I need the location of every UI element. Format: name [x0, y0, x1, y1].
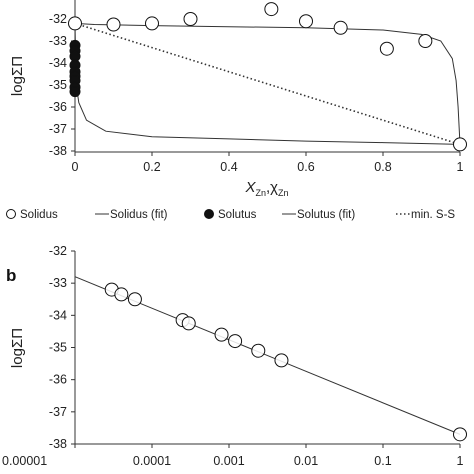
panel-a: -32 -33 -34 -35 -36 -37 -38 0 0.2 0.4 0.6 0.8 1 logΣ…	[9, 0, 467, 198]
panel-b-points	[104, 282, 467, 442]
panel-b-point	[114, 287, 129, 302]
legend-label: Solutus	[218, 209, 257, 221]
panel-a-point-solidus	[264, 2, 279, 17]
legend-label: Solidus	[20, 209, 58, 221]
panel-b-y-tick-label: -35	[49, 341, 67, 355]
panel-b-y-tick-label: -36	[49, 373, 67, 387]
legend-marker	[204, 209, 214, 219]
panel-b-x-tick-label: 0.00001	[2, 454, 47, 468]
panel-a-y-tick-label: -38	[49, 144, 67, 158]
legend-label: min. S-S	[411, 209, 455, 221]
panel-b-point	[274, 353, 289, 368]
panel-b-y-tick-label: -33	[49, 276, 67, 290]
x-label-mid: ,χ	[266, 179, 278, 196]
panel-b-x-tick-label: 0.1	[374, 454, 391, 468]
panel-a-point-solidus	[418, 34, 433, 48]
panel-a-line-min-s-s	[74, 22, 461, 146]
panel-b-x-tick-label: 1	[457, 454, 464, 468]
panel-a-fit-lines	[74, 22, 461, 146]
panel-a-point-solutus	[69, 86, 81, 98]
legend-label: Solidus (fit)	[110, 209, 168, 221]
panel-b-letter: b	[6, 266, 16, 285]
panel-b-y-tick-label: -32	[49, 244, 67, 258]
x-label-x: X	[244, 179, 256, 196]
panel-a-point-solidus	[453, 137, 467, 152]
panel-a-x-tick-label: 0	[72, 160, 79, 174]
panel-a-x-tick-label: 0.2	[143, 160, 160, 174]
panel-a-y-tick-label: -36	[49, 100, 67, 114]
panel-b-y-tick-label: -37	[49, 405, 67, 419]
panel-a-y-tick-label: -34	[49, 56, 67, 70]
panel-a-point-solidus	[333, 20, 348, 35]
panel-b-point	[251, 343, 266, 358]
panel-a-x-tick-label: 0.4	[220, 160, 237, 174]
panel-b-x-tick-label: 0.001	[213, 454, 244, 468]
panel-b-ticks: -32 -33 -34 -35 -36 -37 -380.00001 0.0001 0.001 0…	[2, 244, 464, 468]
panel-a-point-solidus	[379, 41, 394, 56]
panel-b-point	[228, 334, 243, 349]
panel-a-point-solidus	[145, 16, 159, 31]
panel-a-x-tick-label: 0.8	[374, 160, 391, 174]
panel-a-y-label: logΣΠ	[9, 56, 26, 96]
legend-label: Solutus (fit)	[297, 209, 355, 221]
panel-b: b -32 -33 -34 -35 -36 -37 -380.00001 0.0001 0.00…	[2, 244, 467, 468]
panel-a-point-solidus	[299, 14, 313, 29]
panel-a-x-tick-label: 1	[457, 160, 464, 174]
panel-b-y-tick-label: -38	[49, 437, 67, 451]
panel-a-y-tick-label: -32	[49, 12, 67, 26]
panel-a-point-solidus	[106, 17, 121, 32]
panel-b-x-tick-label: 0.0001	[133, 454, 171, 468]
panel-a-ticks: -32 -33 -34 -35 -36 -37 -38 0 0.2 0.4 0.6 0.8 1	[49, 12, 464, 174]
x-label-sub2: Zn	[278, 188, 289, 198]
legend: Solidus Solidus (fit) Solutus Solutus (fit)…	[6, 209, 455, 221]
panel-b-point	[181, 316, 196, 331]
x-label-sub1: Zn	[255, 188, 266, 198]
panel-b-point	[214, 327, 229, 342]
legend-marker	[6, 209, 16, 219]
panel-a-x-label: XZn,χZn	[244, 179, 288, 198]
panel-b-point	[127, 292, 142, 307]
panel-b-y-tick-label: -34	[49, 308, 67, 322]
panel-a-line-solidus-fit-	[74, 22, 461, 145]
panel-b-y-label: logΣΠ	[9, 328, 26, 368]
panel-a-x-tick-label: 0.6	[297, 160, 314, 174]
panel-b-x-tick-label: 0.01	[294, 454, 318, 468]
panel-a-points	[68, 2, 467, 152]
panel-a-y-tick-label: -35	[49, 78, 67, 92]
panel-a-y-tick-label: -33	[49, 34, 67, 48]
panel-a-point-solidus	[68, 16, 82, 31]
panel-b-point	[453, 427, 467, 442]
panel-a-y-tick-label: -37	[49, 122, 67, 136]
panel-a-point-solidus	[183, 12, 198, 26]
